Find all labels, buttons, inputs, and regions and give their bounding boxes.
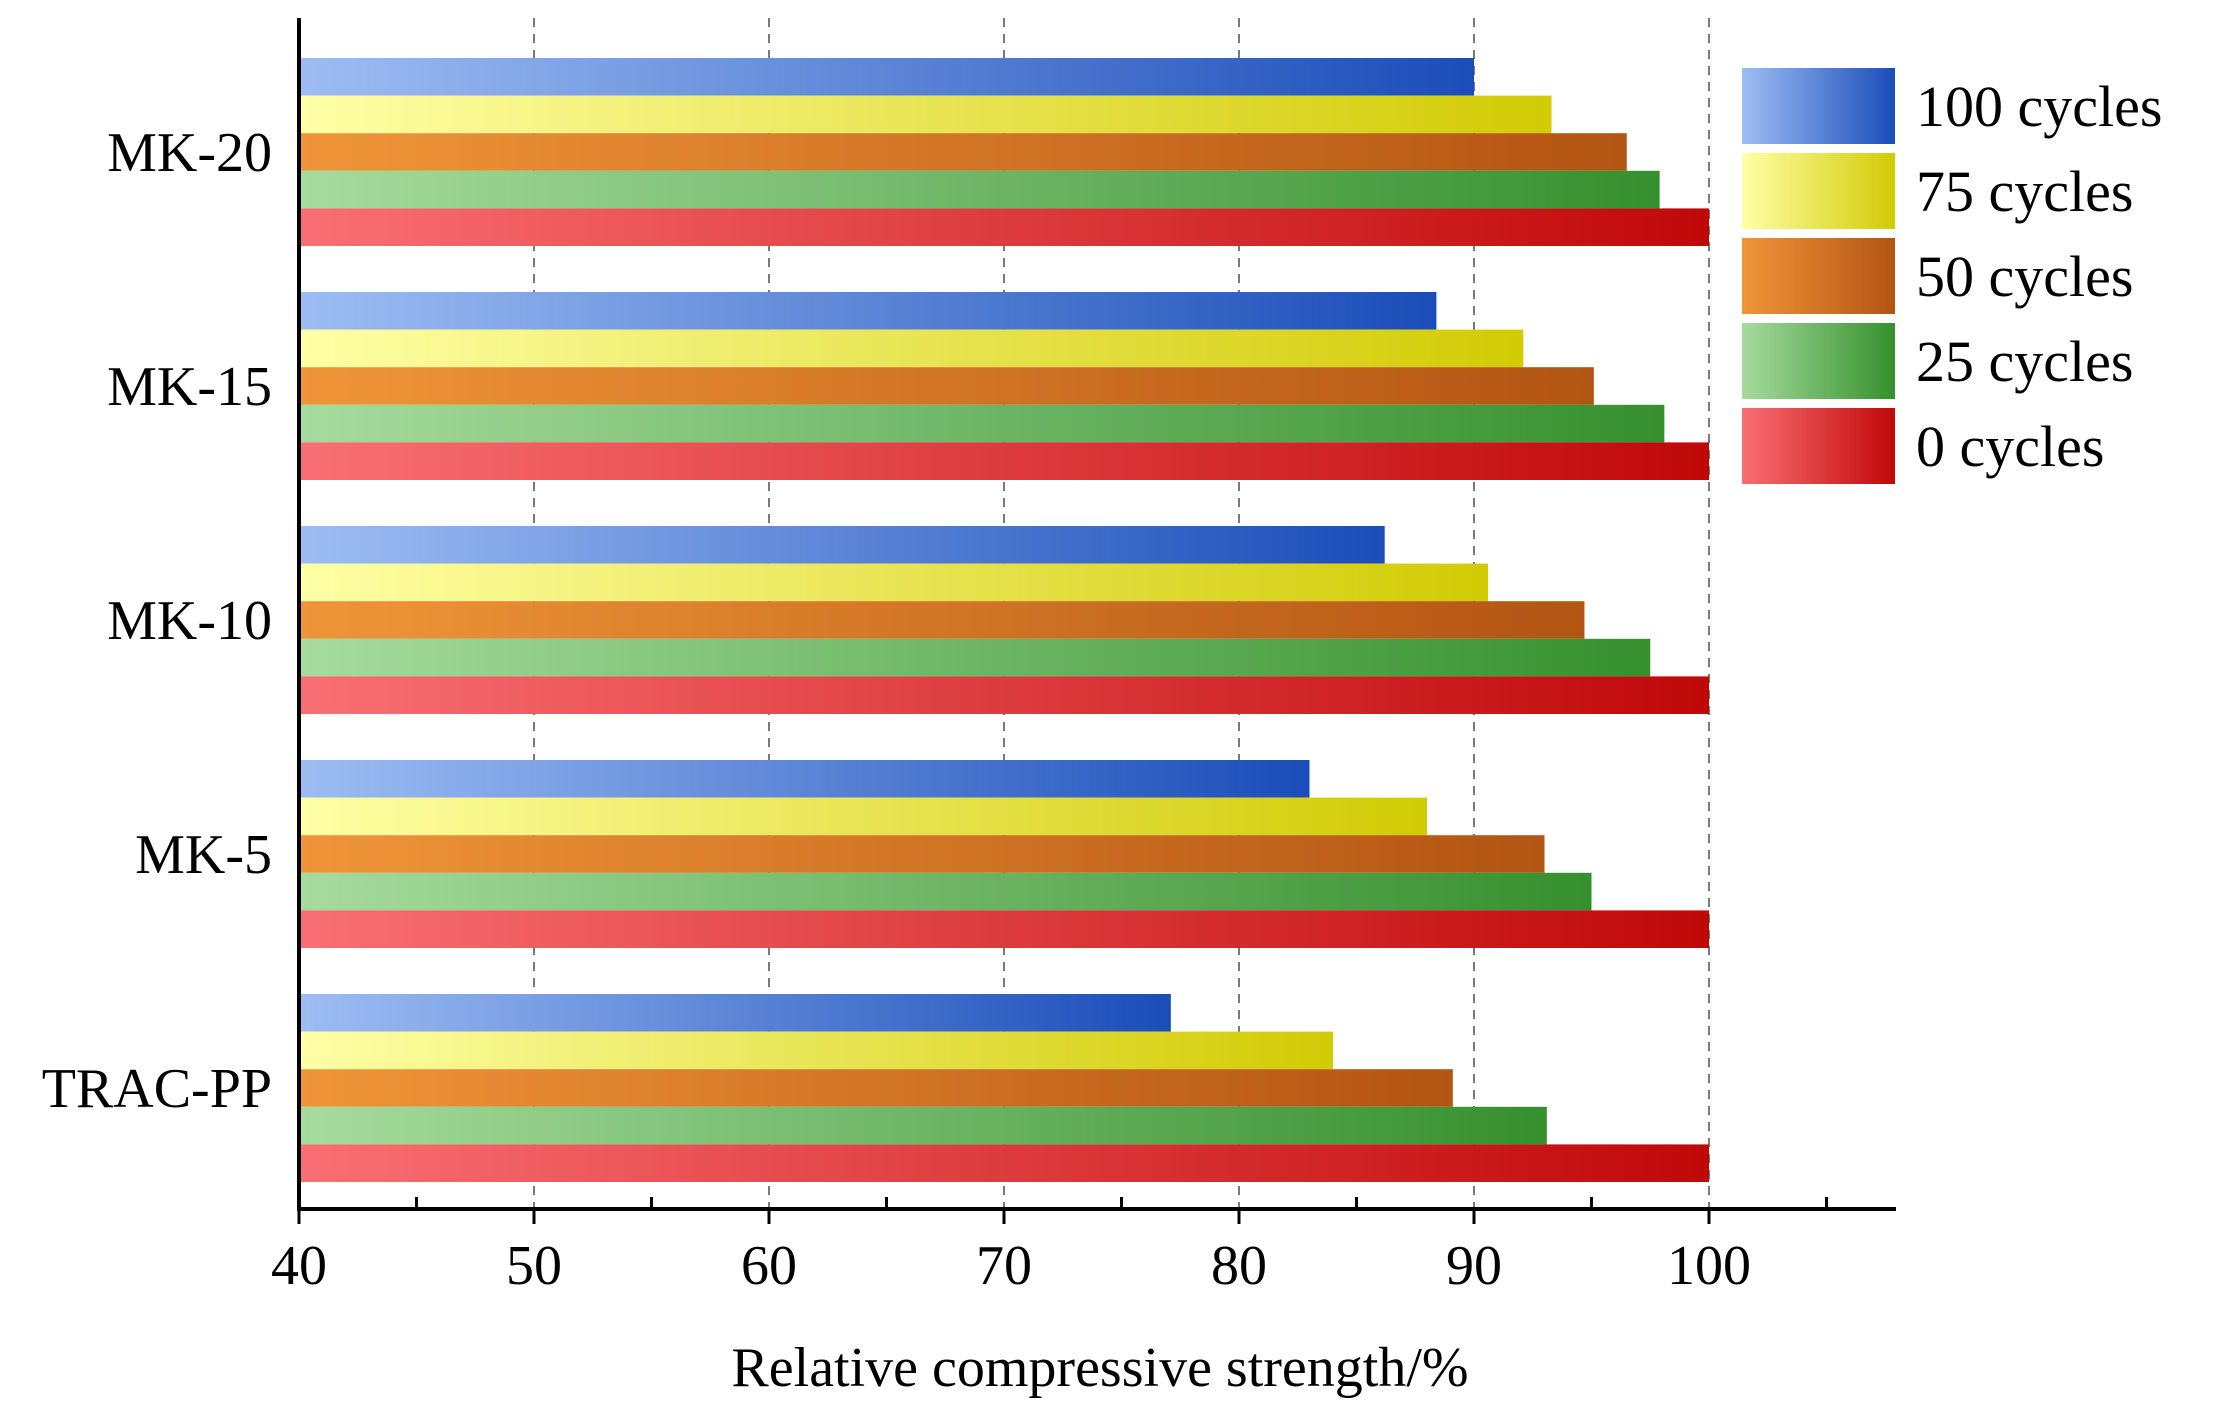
legend-label: 75 cycles (1916, 159, 2133, 224)
bar-mk-5-75-cycles (299, 797, 1427, 836)
bar-mk-5-50-cycles (299, 835, 1545, 873)
y-tick-label: MK-20 (107, 122, 272, 184)
legend-swatch-25-cycles (1742, 323, 1895, 399)
x-tick-label: 80 (1211, 1235, 1267, 1297)
x-axis-label: Relative compressive strength/% (731, 1337, 1468, 1399)
bar-mk-10-25-cycles (299, 638, 1651, 677)
x-tick-label: 40 (271, 1235, 327, 1297)
axes (297, 18, 1896, 1211)
legend-swatch-100-cycles (1742, 68, 1895, 144)
legend-label: 100 cycles (1916, 74, 2162, 139)
bar-mk-20-100-cycles (299, 58, 1474, 96)
bar-mk-15-25-cycles (299, 404, 1665, 443)
bar-trac-pp-50-cycles (299, 1069, 1453, 1107)
bar-trac-pp-75-cycles (299, 1031, 1333, 1070)
bar-trac-pp-0-cycles (299, 1144, 1709, 1182)
bar-mk-10-0-cycles (299, 676, 1709, 714)
bar-mk-20-25-cycles (299, 170, 1660, 209)
x-tick-label: 90 (1446, 1235, 1502, 1297)
bar-mk-15-50-cycles (299, 367, 1594, 405)
bar-mk-20-0-cycles (299, 208, 1709, 246)
y-tick-label: TRAC-PP (42, 1058, 272, 1120)
bar-mk-5-100-cycles (299, 760, 1310, 798)
bar-mk-10-75-cycles (299, 563, 1489, 602)
legend-label: 25 cycles (1916, 329, 2133, 394)
bar-mk-15-100-cycles (299, 292, 1437, 330)
bar-mk-5-25-cycles (299, 872, 1592, 911)
bar-mk-15-0-cycles (299, 442, 1709, 480)
y-tick-label: MK-5 (135, 824, 272, 886)
y-axis-labels: MK-20 MK-15 MK-10 MK-5 TRAC-PP (42, 122, 272, 1120)
bar-mk-20-75-cycles (299, 95, 1552, 134)
x-tick-label: 70 (976, 1235, 1032, 1297)
legend-swatch-50-cycles (1742, 238, 1895, 314)
bar-mk-10-50-cycles (299, 601, 1585, 639)
legend-label: 50 cycles (1916, 244, 2133, 309)
legend-label: 0 cycles (1916, 414, 2104, 479)
bar-mk-20-50-cycles (299, 133, 1627, 171)
legend-swatch-0-cycles (1742, 408, 1895, 484)
y-tick-label: MK-15 (107, 356, 272, 418)
bar-mk-10-100-cycles (299, 526, 1385, 564)
x-axis-ticks: 40 50 60 70 80 90 100 (271, 1197, 1828, 1297)
y-tick-label: MK-10 (107, 590, 272, 652)
legend-swatch-75-cycles (1742, 153, 1895, 229)
bar-mk-5-0-cycles (299, 910, 1709, 948)
legend: 100 cycles 75 cycles 50 cycles 25 cycles 0 c… (1742, 68, 2162, 484)
bar-trac-pp-25-cycles (299, 1106, 1547, 1145)
bars (299, 58, 1709, 1182)
bar-trac-pp-100-cycles (299, 994, 1171, 1032)
bar-mk-15-75-cycles (299, 329, 1524, 368)
x-tick-label: 100 (1667, 1235, 1751, 1297)
x-tick-label: 50 (506, 1235, 562, 1297)
x-tick-label: 60 (741, 1235, 797, 1297)
